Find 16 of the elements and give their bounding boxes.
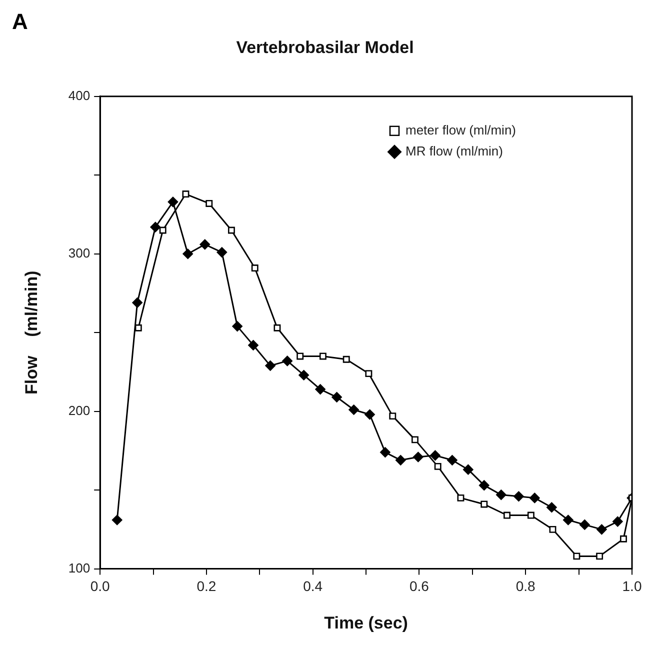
x-tick-label: 0.8: [516, 578, 536, 594]
chart-title: Vertebrobasilar Model: [236, 38, 414, 57]
x-tick-label: 0.6: [410, 578, 430, 594]
text: A: [12, 9, 28, 34]
y-tick-label: 100: [68, 560, 90, 576]
y-tick-label: 200: [68, 402, 90, 418]
x-tick-label: 0.4: [303, 578, 323, 594]
y-tick-label: 300: [68, 245, 90, 260]
x-axis-title: Time (sec): [324, 613, 408, 632]
x-tick-label: 0.0: [90, 578, 110, 594]
y-axis-title: Flow (ml/min): [22, 270, 41, 394]
legend-label: meter flow (ml/min): [406, 122, 516, 138]
x-tick-label: 0.2: [196, 578, 216, 594]
y-tick-label: 400: [68, 88, 90, 103]
legend-label: MR flow (ml/min): [406, 143, 503, 158]
x-tick-label: 1.0: [622, 578, 642, 594]
